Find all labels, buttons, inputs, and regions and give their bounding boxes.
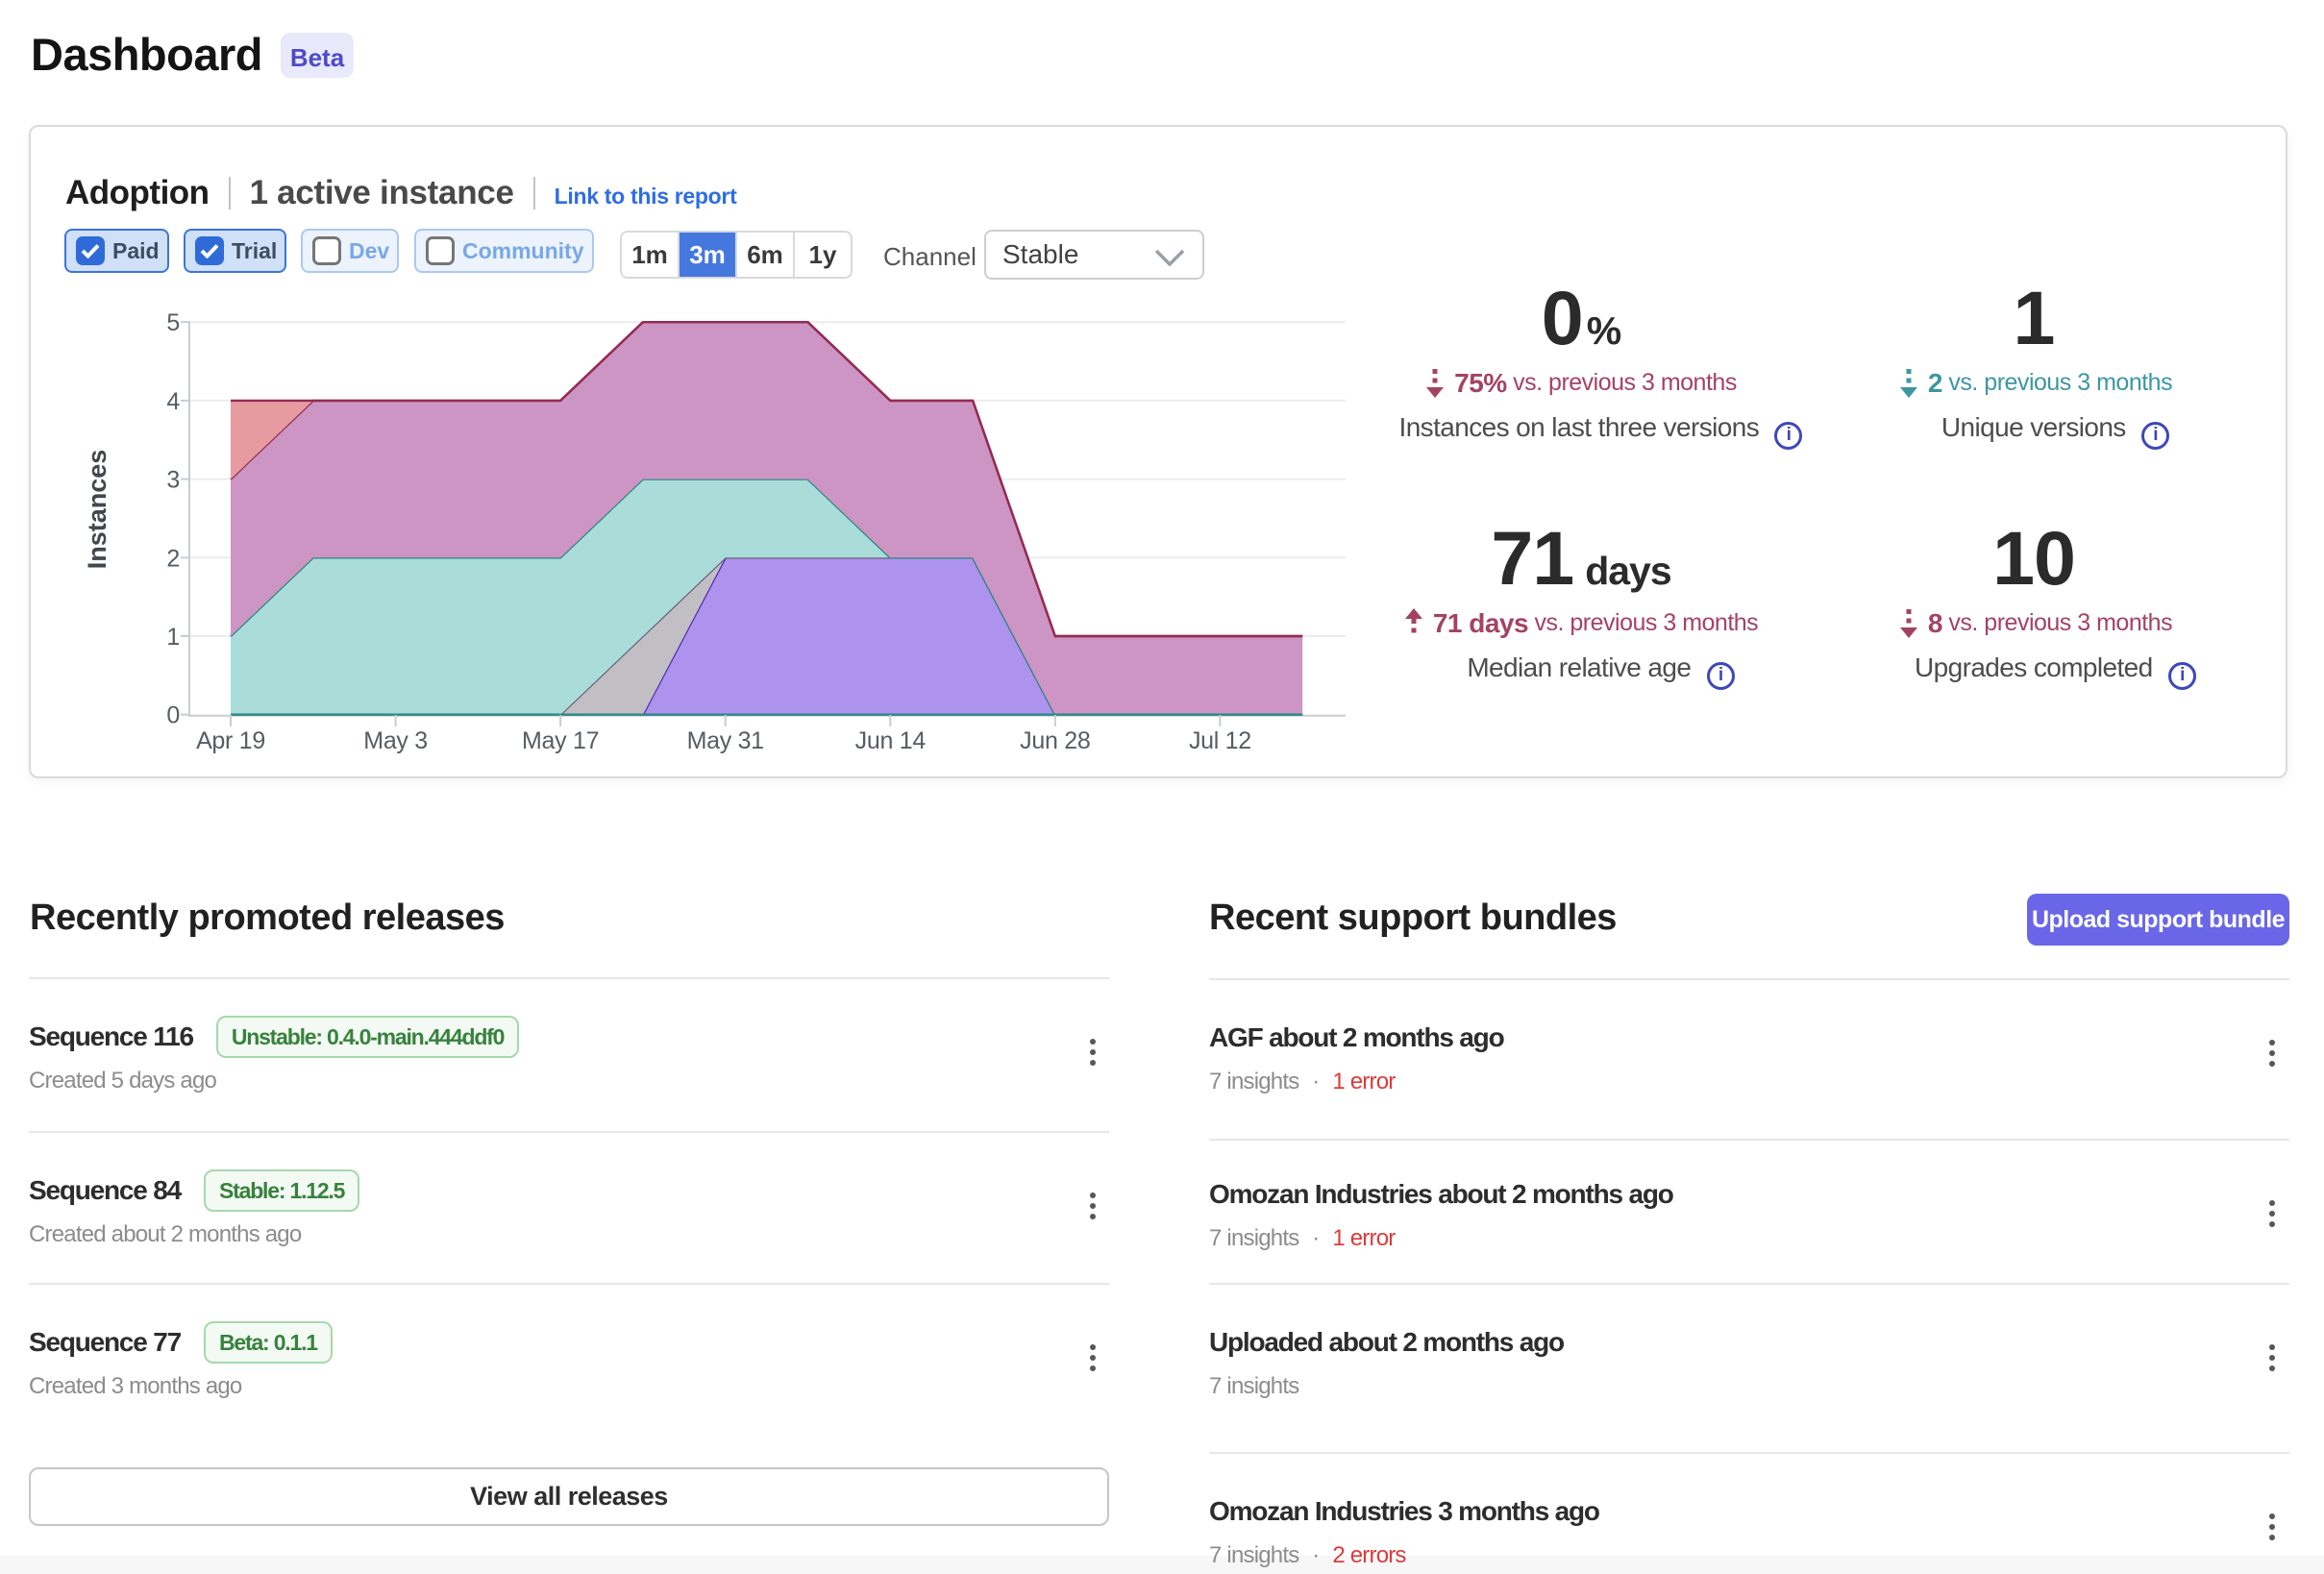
svg-text:May 3: May 3 <box>363 727 428 754</box>
svg-text:Jun 28: Jun 28 <box>1020 727 1090 754</box>
svg-text:4: 4 <box>166 388 180 415</box>
svg-text:Apr 19: Apr 19 <box>196 727 265 754</box>
svg-text:5: 5 <box>166 309 180 336</box>
svg-text:0: 0 <box>166 702 180 729</box>
svg-text:Jun 14: Jun 14 <box>855 727 927 754</box>
svg-text:2: 2 <box>166 545 180 572</box>
svg-text:May 17: May 17 <box>522 727 599 754</box>
svg-text:Instances: Instances <box>83 450 111 570</box>
svg-text:May 31: May 31 <box>687 727 764 754</box>
svg-text:Jul 12: Jul 12 <box>1189 727 1251 754</box>
svg-text:1: 1 <box>166 624 180 651</box>
svg-text:3: 3 <box>166 467 180 494</box>
